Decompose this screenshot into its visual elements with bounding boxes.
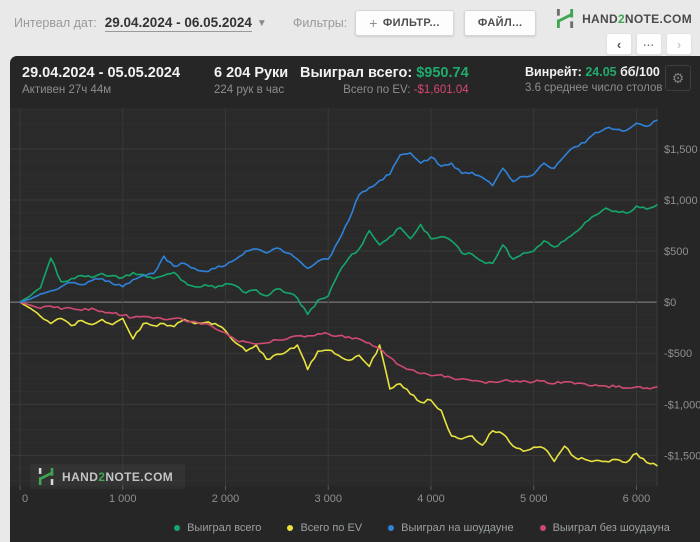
legend-label: Выиграл без шоудауна [552, 522, 670, 534]
svg-text:$1,000: $1,000 [664, 195, 698, 207]
chevron-down-icon: ▼ [256, 17, 267, 29]
svg-text:-$1,000: -$1,000 [664, 399, 700, 411]
stat-period-sub: Активен 27ч 44м [22, 84, 112, 96]
date-range-value: 29.04.2024 - 06.05.2024 [104, 14, 252, 32]
date-range-dropdown[interactable]: 29.04.2024 - 06.05.2024 ▼ [104, 14, 267, 32]
svg-text:3 000: 3 000 [314, 493, 342, 505]
stat-winrate-title: Винрейт: 24.05 бб/100 [525, 65, 663, 79]
ev-total-label: Всего по EV: [343, 84, 411, 96]
stat-tables-sub: 3.6 среднее число столов [525, 82, 663, 94]
top-toolbar: Интервал дат: 29.04.2024 - 06.05.2024 ▼ … [0, 0, 700, 56]
svg-text:-$500: -$500 [664, 348, 692, 360]
won-total-value: $950.74 [416, 65, 469, 81]
gear-icon: ⚙ [671, 69, 685, 86]
svg-text:2 000: 2 000 [212, 493, 240, 505]
svg-text:6 000: 6 000 [623, 493, 651, 505]
winrate-label: Винрейт: [525, 65, 582, 79]
report-panel: 29.04.2024 - 05.05.2024 Активен 27ч 44м … [10, 56, 700, 542]
file-button-label: ФАЙЛ... [477, 17, 523, 29]
legend-dot-icon [539, 525, 546, 531]
legend-dot-icon [174, 525, 181, 531]
report-nav: ‹ ... › [602, 33, 692, 55]
svg-text:0: 0 [22, 493, 28, 505]
legend-dot-icon [388, 525, 395, 531]
stat-hands: 6 204 Руки 224 рук в час [214, 65, 288, 96]
stat-period-title: 29.04.2024 - 05.05.2024 [22, 65, 181, 81]
add-filter-label: ФИЛЬТР... [382, 17, 440, 29]
legend-dot-icon [287, 525, 294, 531]
ev-total-value: -$1,601.04 [413, 84, 469, 96]
stat-winnings: Выиграл всего: $950.74 Всего по EV: -$1,… [300, 65, 469, 96]
hand2note-logo: HAND2NOTE.COM [556, 9, 692, 28]
report-summary-header: 29.04.2024 - 05.05.2024 Активен 27ч 44м … [10, 56, 700, 108]
chart-watermark: HAND2NOTE.COM [30, 464, 186, 489]
svg-text:$500: $500 [664, 246, 688, 258]
add-filter-button[interactable]: + ФИЛЬТР... [355, 10, 454, 36]
brand-text: HAND2NOTE.COM [582, 11, 692, 26]
svg-text:1 000: 1 000 [109, 493, 137, 505]
winnings-chart: 0 1 000 2 000 3 000 4 000 5 000 6 000 $1,500 $1,… [10, 108, 700, 542]
next-report-button[interactable]: › [666, 33, 692, 55]
legend-item[interactable]: Всего по EV [287, 522, 362, 534]
legend-label: Выиграл всего [187, 522, 262, 534]
stat-winrate: Винрейт: 24.05 бб/100 3.6 среднее число … [525, 65, 663, 94]
hand2note-watermark-icon [38, 468, 54, 485]
legend-item[interactable]: Выиграл без шоудауна [539, 522, 670, 534]
chart-settings-button[interactable]: ⚙ [665, 65, 691, 91]
hand2note-logo-icon [557, 9, 574, 28]
winrate-value: 24.05 [585, 65, 617, 79]
chart-legend: Выиграл всего Всего по EV Выиграл на шоуда… [10, 522, 700, 534]
stat-period: 29.04.2024 - 05.05.2024 Активен 27ч 44м [22, 65, 180, 96]
svg-text:5 000: 5 000 [520, 493, 548, 505]
legend-item[interactable]: Выиграл всего [174, 522, 261, 534]
interval-label: Интервал дат: [14, 16, 97, 30]
legend-label: Всего по EV [300, 522, 363, 534]
prev-report-button[interactable]: ‹ [606, 33, 632, 55]
winrate-units: бб/100 [620, 65, 660, 79]
chart-canvas: 0 1 000 2 000 3 000 4 000 5 000 6 000 $1,500 $1,… [10, 108, 700, 505]
watermark-text: HAND2NOTE.COM [62, 469, 174, 484]
stat-winnings-title: Выиграл всего: $950.74 [300, 65, 469, 81]
svg-text:$1,500: $1,500 [664, 144, 698, 156]
filters-label: Фильтры: [292, 16, 348, 30]
stat-hands-title: 6 204 Руки [214, 65, 289, 81]
svg-text:4 000: 4 000 [417, 493, 445, 505]
svg-text:-$1,500: -$1,500 [664, 450, 700, 462]
file-button[interactable]: ФАЙЛ... [463, 10, 537, 36]
more-reports-button[interactable]: ... [636, 33, 662, 55]
legend-label: Выиграл на шоудауне [401, 522, 514, 534]
stat-winnings-sub: Всего по EV: -$1,601.04 [300, 84, 469, 96]
svg-text:$0: $0 [664, 297, 676, 309]
plus-icon: + [369, 15, 378, 31]
won-total-label: Выиграл всего: [300, 65, 413, 81]
legend-item[interactable]: Выиграл на шоудауне [388, 522, 514, 534]
stat-hands-sub: 224 рук в час [214, 84, 285, 96]
